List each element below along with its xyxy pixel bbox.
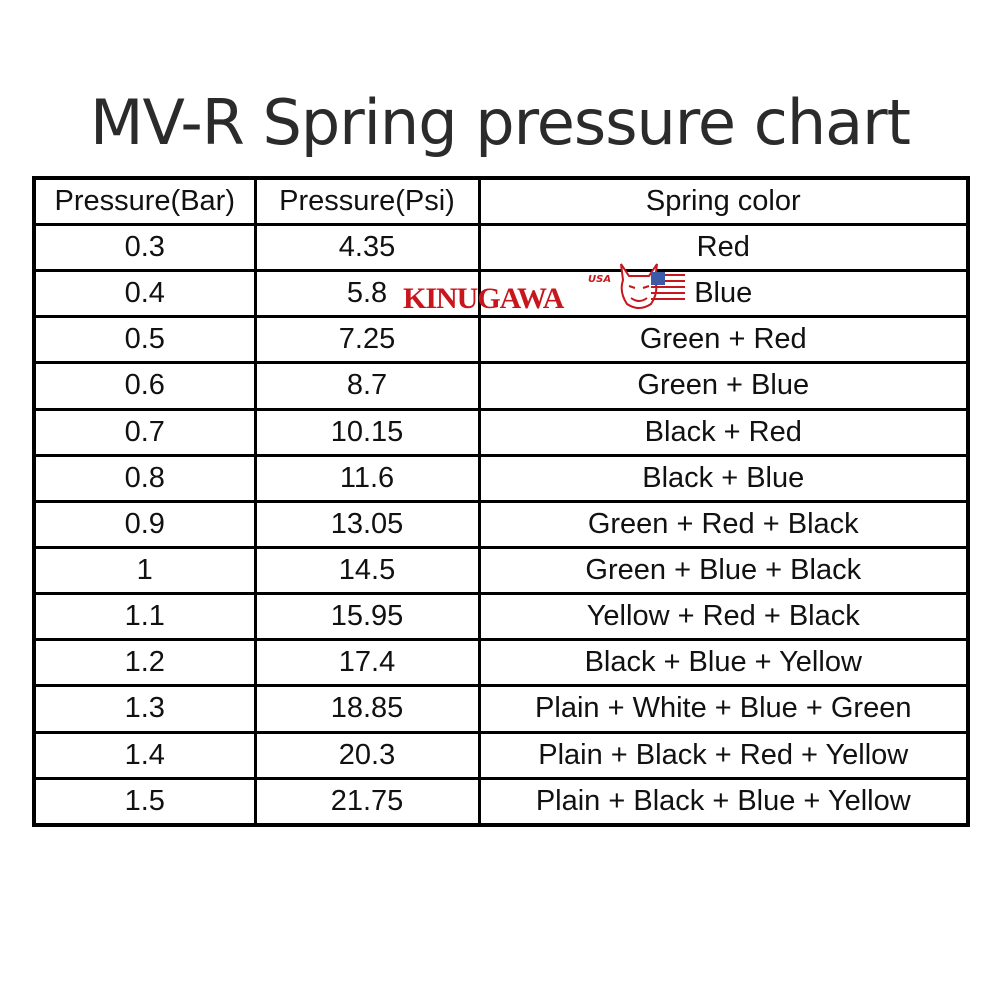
table-row: 1.3 18.85 Plain + White + Blue + Green [32, 684, 970, 734]
cell-spring-color: Green + Blue + Black [477, 545, 970, 596]
cell-spring-color: Blue [477, 269, 970, 319]
header-spring-color: Spring color [477, 176, 970, 226]
table-row: 1.4 20.3 Plain + Black + Red + Yellow [32, 730, 970, 780]
cell-spring-color: Plain + Black + Blue + Yellow [477, 776, 970, 827]
cell-psi: 13.05 [253, 499, 481, 549]
spring-pressure-table: Pressure(Bar) Pressure(Psi) Spring color… [32, 176, 970, 827]
cell-psi: 11.6 [253, 453, 481, 503]
cell-bar: 1.1 [32, 592, 257, 642]
cell-psi: 18.85 [253, 684, 481, 734]
cell-psi: 8.7 [253, 361, 481, 411]
table-row: 0.4 5.8 Blue [32, 269, 970, 319]
logo-usa: USA [588, 274, 612, 285]
table-row: 0.3 4.35 Red [32, 222, 970, 273]
cell-spring-color: Plain + White + Blue + Green [477, 684, 970, 734]
table-header-row: Pressure(Bar) Pressure(Psi) Spring color [32, 176, 970, 226]
table-row: 1 14.5 Green + Blue + Black [32, 545, 970, 596]
cell-spring-color: Red [477, 222, 970, 273]
cell-spring-color: Green + Red + Black [477, 499, 970, 549]
cell-psi: 14.5 [253, 545, 481, 596]
cell-bar: 1.4 [32, 730, 257, 780]
cell-bar: 0.9 [32, 499, 257, 549]
table-row: 1.2 17.4 Black + Blue + Yellow [32, 638, 970, 688]
cell-spring-color: Green + Red [477, 315, 970, 365]
table-row: 0.7 10.15 Black + Red [32, 407, 970, 457]
cell-bar: 1 [32, 545, 257, 596]
cell-spring-color: Black + Red [477, 407, 970, 457]
cell-psi: 10.15 [253, 407, 481, 457]
logo-wordmark: KINUGAWA [403, 282, 564, 315]
cell-spring-color: Yellow + Red + Black [477, 592, 970, 642]
cell-bar: 1.2 [32, 638, 257, 688]
table-row: 0.9 13.05 Green + Red + Black [32, 499, 970, 549]
table-row: 1.5 21.75 Plain + Black + Blue + Yellow [32, 776, 970, 827]
cell-spring-color: Plain + Black + Red + Yellow [477, 730, 970, 780]
page-title: MV-R Spring pressure chart [90, 86, 911, 159]
cell-bar: 1.5 [32, 776, 257, 827]
table-row: 0.8 11.6 Black + Blue [32, 453, 970, 503]
cell-psi: 20.3 [253, 730, 481, 780]
cell-psi: 15.95 [253, 592, 481, 642]
table-row: 0.5 7.25 Green + Red [32, 315, 970, 365]
us-flag-icon [651, 272, 685, 300]
cell-bar: 0.7 [32, 407, 257, 457]
cell-bar: 0.3 [32, 222, 257, 273]
cell-bar: 0.4 [32, 269, 257, 319]
cell-bar: 0.6 [32, 361, 257, 411]
cell-bar: 0.5 [32, 315, 257, 365]
table-row: 0.6 8.7 Green + Blue [32, 361, 970, 411]
cell-psi: 4.35 [253, 222, 481, 273]
cell-psi: 17.4 [253, 638, 481, 688]
cell-spring-color: Black + Blue [477, 453, 970, 503]
cell-spring-color: Green + Blue [477, 361, 970, 411]
cell-spring-color: Black + Blue + Yellow [477, 638, 970, 688]
cell-bar: 0.8 [32, 453, 257, 503]
header-bar: Pressure(Bar) [32, 176, 257, 226]
header-psi: Pressure(Psi) [253, 176, 481, 226]
cell-psi: 21.75 [253, 776, 481, 827]
cell-psi: 7.25 [253, 315, 481, 365]
table-row: 1.1 15.95 Yellow + Red + Black [32, 592, 970, 642]
cell-bar: 1.3 [32, 684, 257, 734]
kinugawa-logo: KINUGAWA USA [403, 263, 688, 315]
cell-psi: 5.8 [253, 269, 481, 319]
